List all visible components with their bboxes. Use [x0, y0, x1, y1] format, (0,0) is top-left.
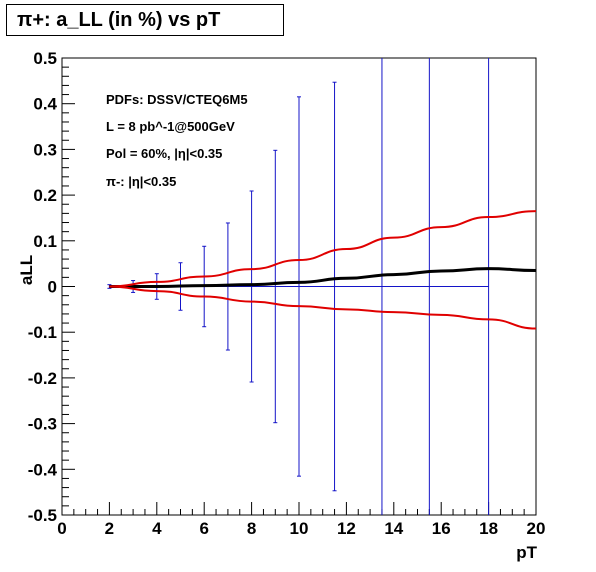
x-axis-label: pT	[516, 543, 537, 562]
error-bars	[107, 58, 490, 515]
y-tick-label: -0.5	[28, 506, 57, 525]
chart-title: π+: a_LL (in %) vs pT	[6, 4, 284, 36]
y-tick-label: 0.3	[33, 140, 57, 159]
y-tick-label: -0.4	[28, 460, 58, 479]
y-tick-label: 0.4	[33, 95, 57, 114]
x-tick-label: 20	[527, 519, 546, 538]
y-tick-label: -0.1	[28, 323, 57, 342]
y-axis-ticks: -0.5 -0.4 -0.3 -0.2 -0.1 0 0.1 0.2 0.3 0.4 0.5	[28, 49, 75, 525]
x-tick-label: 12	[337, 519, 356, 538]
y-tick-label: 0.1	[33, 232, 57, 251]
y-tick-label: 0	[48, 278, 57, 297]
annotation-line: π-: |η|<0.35	[106, 174, 176, 189]
uncertainty-band-line	[109, 210, 537, 288]
y-tick-label: 0.5	[33, 49, 57, 68]
x-tick-label: 8	[247, 519, 256, 538]
annotation-line: L = 8 pb^-1@500GeV	[106, 119, 235, 134]
uncertainty-band-line	[109, 285, 537, 330]
x-tick-label: 4	[152, 519, 162, 538]
y-tick-label: -0.3	[28, 415, 57, 434]
x-tick-label: 14	[384, 519, 403, 538]
annotation-line: PDFs: DSSV/CTEQ6M5	[106, 92, 248, 107]
y-tick-label: 0.2	[33, 186, 57, 205]
y-axis-label: aLL	[17, 255, 36, 285]
x-tick-label: 16	[432, 519, 451, 538]
series-lines	[109, 210, 537, 330]
annotation-line: Pol = 60%, |η|<0.35	[106, 146, 222, 161]
x-tick-label: 2	[105, 519, 114, 538]
x-tick-label: 0	[57, 519, 66, 538]
x-tick-label: 6	[199, 519, 208, 538]
y-tick-label: -0.2	[28, 369, 57, 388]
x-tick-label: 18	[479, 519, 498, 538]
x-tick-label: 10	[290, 519, 309, 538]
central-asymmetry-line	[109, 267, 537, 288]
x-axis-ticks: 0 2 4 6 8 10 12 14 16 18 20	[57, 502, 545, 538]
